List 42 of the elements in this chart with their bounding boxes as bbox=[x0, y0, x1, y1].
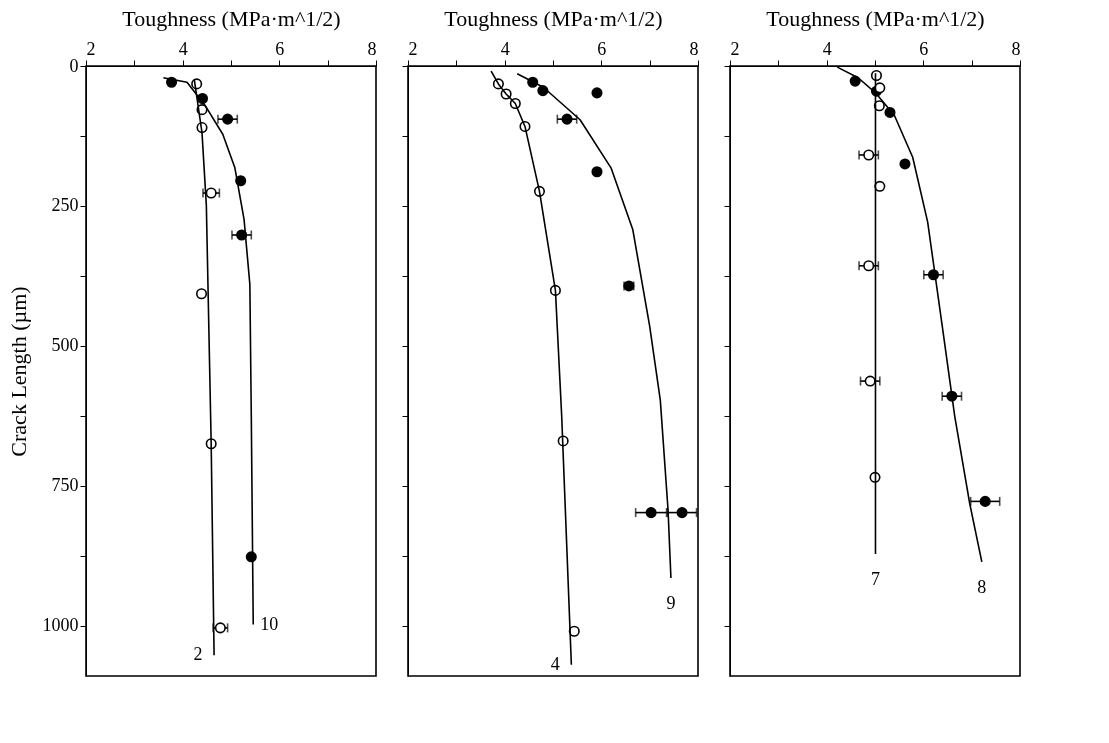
point bbox=[863, 260, 875, 272]
y-tick-label: 750 bbox=[51, 475, 79, 496]
point bbox=[222, 113, 234, 125]
series-label: 9 bbox=[666, 593, 676, 614]
point bbox=[979, 495, 991, 507]
x-tick-label: 6 bbox=[275, 38, 285, 59]
series-label: 10 bbox=[260, 613, 279, 634]
point bbox=[205, 187, 217, 199]
x-tick-label: 6 bbox=[919, 38, 929, 59]
point bbox=[874, 180, 886, 192]
y-tick-label: 0 bbox=[69, 55, 79, 76]
series-label: 7 bbox=[870, 569, 880, 589]
y-tick-label: 250 bbox=[51, 195, 79, 216]
point bbox=[591, 87, 603, 99]
point bbox=[863, 149, 875, 161]
x-tick-label: 4 bbox=[178, 38, 188, 59]
x-axis-title: Toughness (MPa·m^1/2) bbox=[766, 5, 985, 31]
x-tick-label: 8 bbox=[1011, 38, 1021, 59]
point bbox=[591, 166, 603, 178]
point bbox=[195, 288, 208, 300]
point bbox=[874, 82, 886, 94]
x-tick-label: 4 bbox=[822, 38, 832, 59]
y-tick-label: 500 bbox=[51, 335, 79, 356]
series-label: 8 bbox=[977, 576, 987, 597]
y-axis-title: Crack Length (µm) bbox=[5, 286, 31, 457]
point bbox=[899, 158, 911, 170]
point bbox=[864, 375, 876, 387]
x-tick-label: 8 bbox=[689, 38, 699, 59]
x-tick-label: 8 bbox=[367, 38, 377, 59]
x-axis-title: Toughness (MPa·m^1/2) bbox=[444, 5, 663, 31]
x-tick-label: 4 bbox=[500, 38, 510, 59]
series-label: 2 bbox=[193, 644, 203, 665]
point bbox=[561, 113, 573, 125]
x-tick-label: 2 bbox=[408, 38, 418, 59]
x-tick-label: 2 bbox=[730, 38, 740, 59]
point bbox=[645, 507, 657, 519]
x-tick-label: 2 bbox=[86, 38, 96, 59]
x-axis-title: Toughness (MPa·m^1/2) bbox=[122, 5, 341, 31]
series-label: 4 bbox=[550, 653, 560, 674]
y-tick-label: 1000 bbox=[42, 615, 79, 636]
x-tick-label: 6 bbox=[597, 38, 607, 59]
point bbox=[676, 507, 688, 519]
